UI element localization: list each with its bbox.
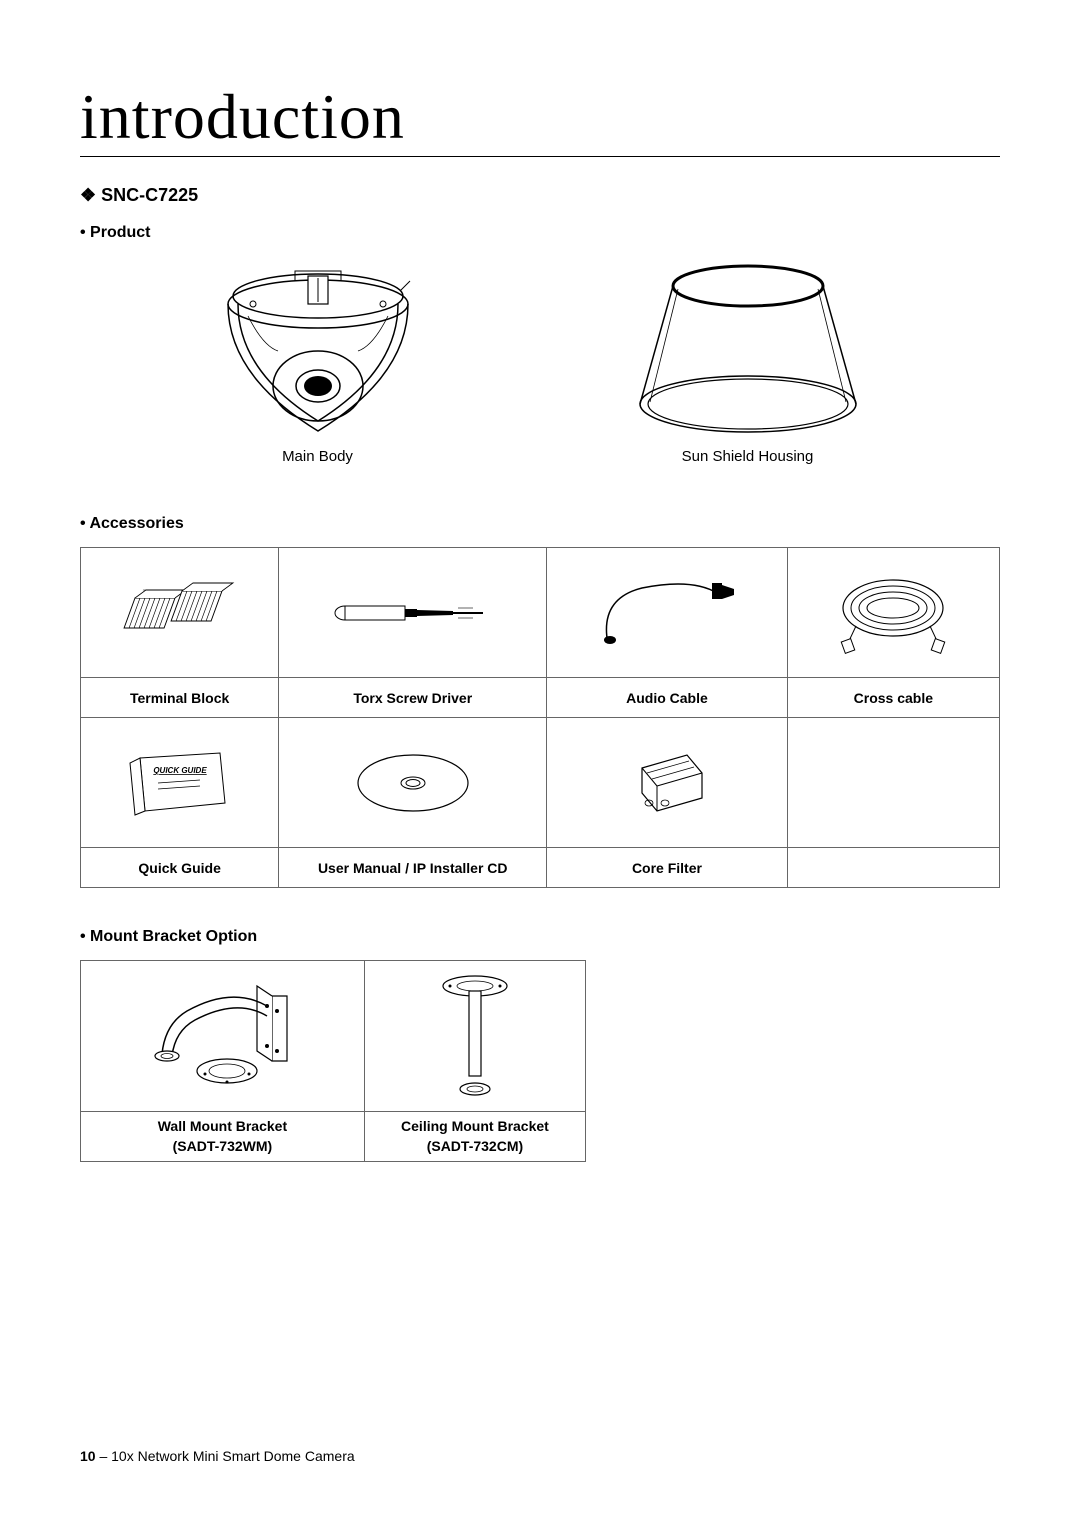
sun-shield-icon — [628, 256, 868, 436]
product-sun-shield: Sun Shield Housing — [628, 256, 868, 465]
audio-cable-label: Audio Cable — [547, 678, 787, 718]
product-section-label: Product — [80, 224, 1000, 242]
cd-label: User Manual / IP Installer CD — [279, 848, 547, 888]
quick-guide-label: Quick Guide — [81, 848, 279, 888]
main-body-icon — [213, 256, 423, 436]
ceiling-mount-label: Ceiling Mount Bracket (SADT-732CM) — [364, 1112, 585, 1162]
wall-mount-icon — [81, 961, 365, 1112]
ceiling-mount-icon — [364, 961, 585, 1112]
sun-shield-caption: Sun Shield Housing — [682, 448, 814, 465]
torx-driver-icon — [279, 548, 547, 678]
core-filter-label: Core Filter — [547, 848, 787, 888]
page-footer: 10 – 10x Network Mini Smart Dome Camera — [80, 1448, 355, 1464]
mount-section-label: Mount Bracket Option — [80, 928, 1000, 946]
terminal-block-label: Terminal Block — [81, 678, 279, 718]
main-body-caption: Main Body — [282, 448, 353, 465]
terminal-block-icon — [81, 548, 279, 678]
svg-text:QUICK GUIDE: QUICK GUIDE — [153, 766, 207, 775]
cross-cable-label: Cross cable — [787, 678, 999, 718]
page-title: introduction — [80, 80, 1000, 157]
audio-cable-icon — [547, 548, 787, 678]
model-number: SNC-C7225 — [80, 185, 1000, 206]
ceiling-mount-label-line1: Ceiling Mount Bracket — [365, 1117, 585, 1137]
footer-text: – 10x Network Mini Smart Dome Camera — [96, 1448, 355, 1464]
accessories-section-label: Accessories — [80, 515, 1000, 533]
page-number: 10 — [80, 1448, 96, 1464]
product-row: Main Body Sun Shield Housing — [80, 256, 1000, 465]
quick-guide-icon: QUICK GUIDE — [81, 718, 279, 848]
wall-mount-label: Wall Mount Bracket (SADT-732WM) — [81, 1112, 365, 1162]
wall-mount-label-line1: Wall Mount Bracket — [81, 1117, 364, 1137]
core-filter-icon — [547, 718, 787, 848]
accessories-table: Terminal Block Torx Screw Driver Audio C… — [80, 547, 1000, 888]
ceiling-mount-label-line2: (SADT-732CM) — [365, 1137, 585, 1157]
empty-cell — [787, 718, 999, 848]
torx-driver-label: Torx Screw Driver — [279, 678, 547, 718]
mount-table: Wall Mount Bracket (SADT-732WM) Ceiling … — [80, 960, 586, 1162]
product-main-body: Main Body — [213, 256, 423, 465]
cross-cable-icon — [787, 548, 999, 678]
wall-mount-label-line2: (SADT-732WM) — [81, 1137, 364, 1157]
empty-label — [787, 848, 999, 888]
cd-icon — [279, 718, 547, 848]
